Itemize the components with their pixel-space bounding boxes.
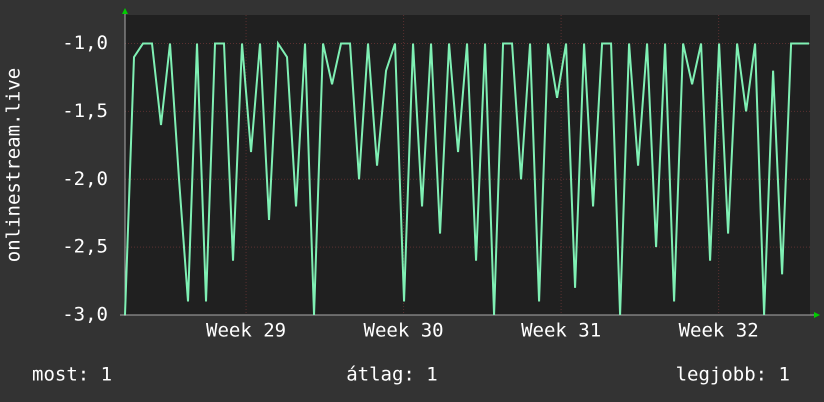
x-tick-label: Week 30 [364,320,444,342]
data-line [124,40,810,316]
legend-current: most: 1 [32,364,112,386]
x-tick-label: Week 29 [206,320,286,342]
y-tick-label: -3,0 [62,304,108,326]
x-tick-label: Week 31 [521,320,601,342]
x-tick-label: Week 32 [679,320,759,342]
y-tick-label: -1,0 [62,32,108,54]
y-tick-label: -2,0 [62,168,108,190]
legend-average: átlag: 1 [346,364,438,386]
y-axis-label: onlinestream.live [3,68,25,262]
x-arrow [814,312,820,318]
legend-max: legjobb: 1 [676,364,790,386]
y-tick-label: -2,5 [62,236,108,258]
y-arrow [122,8,128,14]
y-tick-label: -1,5 [62,100,108,122]
